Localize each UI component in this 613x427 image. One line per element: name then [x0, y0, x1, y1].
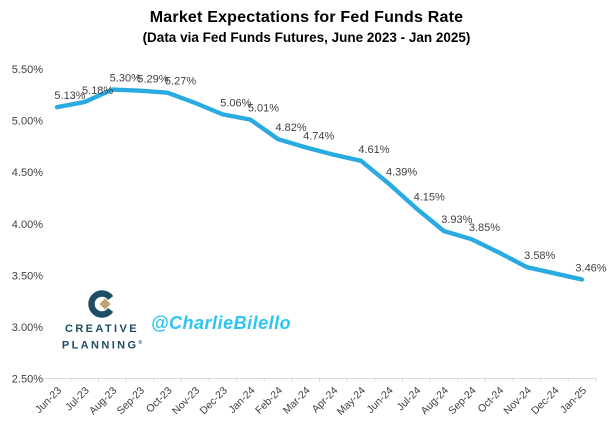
data-point-label: 5.06%: [220, 97, 251, 109]
data-point-label: 4.61%: [358, 144, 389, 156]
logo-text-creative: CREATIVE: [64, 323, 139, 335]
x-axis-tick-label: Dec-23: [197, 385, 230, 418]
chart-subtitle: (Data via Fed Funds Futures, June 2023 -…: [142, 30, 471, 45]
x-axis-tick-label: Jun-24: [365, 385, 396, 416]
y-axis-tick-label: 3.50%: [12, 270, 43, 282]
data-point-label: 5.13%: [54, 90, 85, 102]
data-point-label: 3.58%: [524, 250, 555, 262]
logo-gold-diamond-icon: [99, 298, 111, 310]
y-axis-tick-label: 2.50%: [12, 374, 43, 386]
chart-title: Market Expectations for Fed Funds Rate: [149, 9, 464, 26]
x-axis-tick-label: Feb-24: [253, 385, 285, 417]
x-axis-tick-label: Mar-24: [281, 385, 313, 417]
x-axis-tick-label: May-24: [335, 385, 368, 418]
x-axis-tick-label: Nov-24: [501, 385, 534, 418]
x-axis-tick-label: Jan-25: [558, 385, 589, 416]
y-axis-tick-label: 5.00%: [12, 116, 43, 128]
data-point-label: 5.18%: [82, 85, 113, 97]
data-point-label: 4.82%: [275, 122, 306, 134]
data-point-label: 5.01%: [248, 103, 279, 115]
x-axis-tick-label: Aug-23: [87, 385, 120, 418]
logo-text-planning-word: PLANNING: [61, 339, 139, 352]
x-axis-tick-label: Aug-24: [419, 385, 452, 418]
creative-planning-c-icon: [88, 290, 114, 318]
x-axis-tick-label: Jan-24: [226, 385, 257, 416]
logo-text-planning: PLANNING®: [56, 336, 148, 353]
y-axis-tick-label: 3.00%: [12, 322, 43, 334]
twitter-handle: @CharlieBilello: [151, 313, 292, 333]
y-axis-tick-label: 4.00%: [12, 219, 43, 231]
x-axis-tick-label: Dec-24: [529, 385, 562, 418]
x-axis-tick-label: Oct-23: [144, 385, 175, 416]
x-axis-tick-label: Sep-23: [115, 385, 148, 418]
data-point-label: 5.29%: [137, 74, 168, 86]
creative-planning-logo: CREATIVE PLANNING®: [56, 288, 148, 353]
fed-funds-expectation-line: [54, 87, 585, 282]
data-point-label: 3.93%: [441, 214, 472, 226]
data-point-label: 3.85%: [469, 222, 500, 234]
data-point-label: 5.30%: [110, 73, 141, 85]
x-axis-tick-label: Oct-24: [475, 385, 506, 416]
data-point-label: 4.74%: [303, 130, 334, 142]
x-axis-tick-label: Jun-23: [33, 385, 64, 416]
registered-mark: ®: [138, 340, 143, 346]
data-point-label: 5.27%: [165, 76, 196, 88]
y-axis-tick-label: 5.50%: [12, 64, 43, 76]
logo-c-arc: [88, 290, 114, 318]
data-point-label: 3.46%: [575, 262, 606, 274]
y-axis-tick-label: 4.50%: [12, 167, 43, 179]
x-axis-tick-label: Nov-23: [170, 385, 203, 418]
x-axis-tick-label: Sep-24: [446, 385, 479, 418]
data-point-label: 4.39%: [386, 167, 417, 179]
data-point-label: 4.15%: [414, 191, 445, 203]
